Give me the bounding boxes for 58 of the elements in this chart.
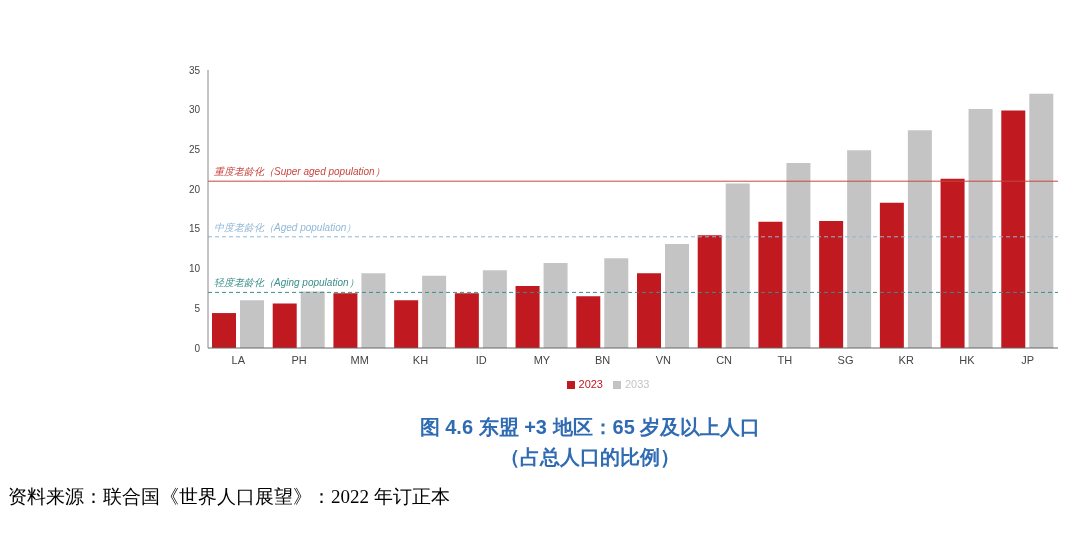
y-tick-label: 0	[194, 342, 201, 354]
bar	[786, 162, 811, 348]
x-tick-label: JP	[1021, 353, 1035, 366]
text: 图 4.6 东盟 +3 地区：65 岁及以上人口	[418, 415, 762, 440]
bar	[482, 270, 507, 348]
y-tick-label: 10	[188, 263, 201, 275]
x-tick-label: BN	[595, 353, 611, 366]
ref-line-label: 中度老龄化（Aged population）	[214, 221, 357, 233]
x-tick-label: MY	[533, 353, 551, 366]
y-tick-label: 30	[188, 104, 201, 116]
ref-line-label: 轻度老龄化（Aging population）	[214, 277, 359, 289]
x-tick-label: CN	[716, 353, 733, 366]
x-tick-label: TH	[777, 353, 793, 366]
bar	[212, 313, 236, 348]
bar	[940, 178, 965, 348]
y-tick-label: 35	[188, 64, 201, 76]
x-tick-label: VN	[655, 353, 672, 366]
bar	[637, 273, 661, 348]
bar	[697, 235, 722, 348]
y-tick-label: 5	[194, 302, 201, 314]
bar	[604, 258, 629, 348]
bar	[240, 300, 264, 348]
text: 资料来源：联合国《世界人口展望》：2022 年订正本	[8, 485, 451, 509]
bar	[879, 202, 904, 348]
bar	[758, 221, 783, 348]
x-tick-label: KR	[898, 353, 914, 366]
x-tick-label: SG	[837, 353, 854, 366]
bar	[394, 300, 419, 348]
bar	[515, 286, 540, 348]
ref-line-label: 重度老龄化（Super aged population）	[214, 166, 385, 178]
bar	[968, 108, 993, 348]
y-tick-label: 15	[188, 223, 201, 235]
bar	[272, 303, 297, 348]
bar	[907, 130, 932, 348]
x-tick-label: MM	[350, 353, 369, 366]
bar	[847, 150, 872, 348]
bar	[361, 273, 386, 348]
bar	[333, 293, 358, 348]
y-tick-label: 25	[188, 143, 201, 155]
bar	[422, 275, 447, 348]
x-tick-label: PH	[291, 353, 307, 366]
bar	[1001, 110, 1026, 348]
bar	[300, 291, 325, 348]
bar	[543, 263, 568, 348]
x-tick-label: ID	[475, 353, 487, 366]
legend-label: 2033	[625, 378, 650, 390]
x-tick-label: KH	[412, 353, 429, 366]
legend-label: 2023	[578, 378, 603, 390]
bar	[725, 183, 750, 348]
bar	[576, 296, 601, 348]
bar	[454, 293, 479, 348]
x-tick-label: LA	[231, 353, 246, 366]
bar	[819, 220, 844, 348]
x-tick-label: HK	[959, 353, 976, 366]
y-tick-label: 20	[188, 183, 201, 195]
bar	[665, 243, 689, 348]
text: （占总人口的比例）	[499, 445, 681, 470]
bar	[1029, 93, 1054, 348]
